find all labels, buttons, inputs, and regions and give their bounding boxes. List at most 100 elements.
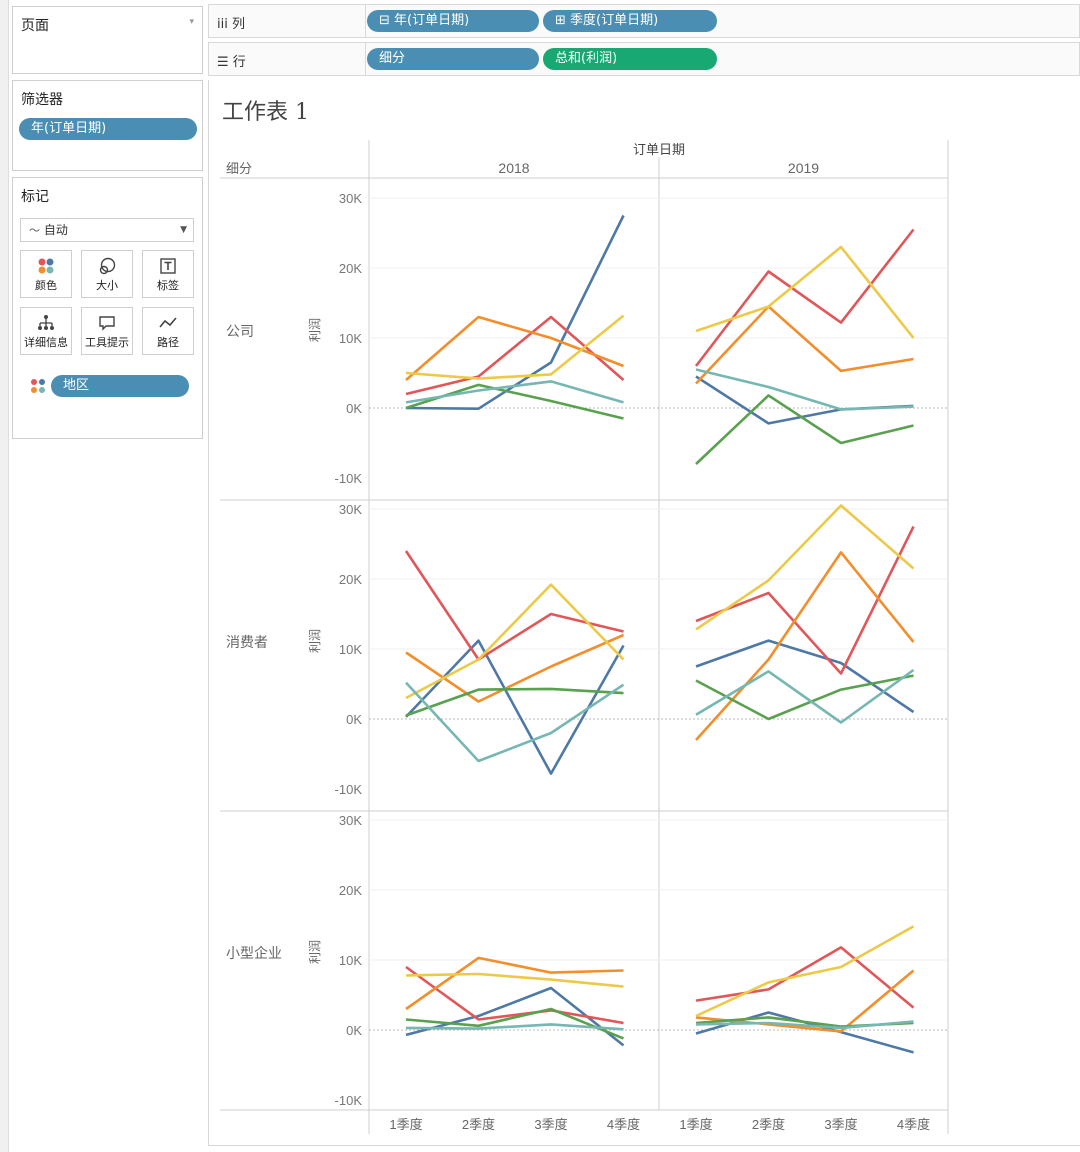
series-line-公司-2019-0 xyxy=(695,375,914,425)
filters-card-title: 筛选器 xyxy=(21,92,63,108)
marks-color-button[interactable]: 颜色 xyxy=(20,250,72,298)
marks-label-button[interactable]: 标签 xyxy=(142,250,194,298)
rows-shelf-label: 行 xyxy=(232,55,246,70)
y-tick-label: 20K xyxy=(339,261,362,276)
segment-label-小型企业: 小型企业 xyxy=(226,945,282,961)
y-axis-title: 利润 xyxy=(308,940,322,964)
y-tick-label: 10K xyxy=(339,331,362,346)
y-tick-label: 10K xyxy=(339,953,362,968)
series-line-公司-2018-1 xyxy=(405,315,625,396)
x-tick-label: 2季度 xyxy=(752,1117,785,1132)
column-header-order-date: 订单日期 xyxy=(633,142,685,157)
x-tick-label: 3季度 xyxy=(534,1117,567,1132)
year-header-2019: 2019 xyxy=(788,160,819,176)
series-line-小型企业-2018-5 xyxy=(405,1023,624,1031)
series-line-公司-2018-2 xyxy=(405,315,624,381)
marks-color-label: 颜色 xyxy=(35,279,57,292)
series-line-消费者-2018-5 xyxy=(405,681,625,763)
series-line-消费者-2019-2 xyxy=(695,551,915,741)
series-line-公司-2018-3 xyxy=(405,314,625,380)
marks-tooltip-label: 工具提示 xyxy=(85,336,129,349)
series-line-消费者-2018-3 xyxy=(405,583,625,700)
series-line-公司-2018-4 xyxy=(405,383,624,420)
x-tick-label: 1季度 xyxy=(679,1117,712,1132)
series-line-消费者-2018-2 xyxy=(405,633,625,703)
row-header-segment: 细分 xyxy=(226,161,252,176)
x-tick-label: 4季度 xyxy=(607,1117,640,1132)
label-icon xyxy=(143,256,193,278)
y-tick-label: 10K xyxy=(339,642,362,657)
chevron-down-icon: ▼ xyxy=(180,225,187,235)
filters-card: 筛选器 年(订单日期) xyxy=(12,80,203,171)
series-line-小型企业-2019-3 xyxy=(695,925,915,1018)
columns-icon: iii xyxy=(217,17,228,32)
series-line-小型企业-2018-3 xyxy=(405,972,624,988)
pages-card-title: 页面 xyxy=(21,18,49,34)
chevron-down-icon[interactable]: ▾ xyxy=(189,17,194,27)
columns-shelf-header: iii 列 xyxy=(217,13,245,32)
marks-path-label: 路径 xyxy=(157,336,179,349)
series-line-消费者-2019-0 xyxy=(695,639,915,714)
x-tick-label: 2季度 xyxy=(462,1117,495,1132)
x-tick-label: 1季度 xyxy=(389,1117,422,1132)
tooltip-icon xyxy=(82,313,132,335)
row-pill-segment[interactable]: 细分 xyxy=(367,48,539,70)
marks-detail-button[interactable]: 详细信息 xyxy=(20,307,72,355)
size-icon xyxy=(82,256,132,278)
color-field-pill-region[interactable]: 地区 xyxy=(51,375,189,397)
x-tick-label: 3季度 xyxy=(824,1117,857,1132)
series-line-消费者-2018-1 xyxy=(404,550,624,661)
line-mark-icon: 〜 xyxy=(29,224,40,237)
rows-icon: ☰ xyxy=(217,55,229,70)
series-line-小型企业-2018-1 xyxy=(405,965,624,1025)
marks-label-label: 标签 xyxy=(157,279,179,292)
pages-card: 页面 ▾ xyxy=(12,6,203,74)
left-edge-strip xyxy=(0,0,9,1152)
series-line-小型企业-2019-1 xyxy=(695,946,915,1009)
y-tick-label: -10K xyxy=(335,1093,363,1108)
worksheet-area xyxy=(208,80,1080,1146)
marks-card-title: 标记 xyxy=(21,189,49,205)
marks-tooltip-button[interactable]: 工具提示 xyxy=(81,307,133,355)
column-pill-quarter[interactable]: ⊞ 季度(订单日期) xyxy=(543,10,717,32)
marks-size-label: 大小 xyxy=(96,279,118,292)
marks-path-button[interactable]: 路径 xyxy=(142,307,194,355)
series-line-公司-2018-0 xyxy=(405,214,625,410)
y-tick-label: -10K xyxy=(335,782,363,797)
y-axis-title: 利润 xyxy=(308,629,322,653)
series-line-公司-2018-5 xyxy=(405,380,624,404)
mark-type-dropdown[interactable]: 〜 自动 ▼ xyxy=(20,218,194,242)
row-pill-sum-profit[interactable]: 总和(利润) xyxy=(543,48,717,70)
y-tick-label: 0K xyxy=(346,712,362,727)
segment-label-公司: 公司 xyxy=(226,323,254,339)
path-icon xyxy=(143,313,193,335)
filter-pill-order-year[interactable]: 年(订单日期) xyxy=(19,118,197,140)
series-line-公司-2019-5 xyxy=(695,368,914,411)
color-legend-icon xyxy=(30,378,46,398)
year-header-2018: 2018 xyxy=(498,160,529,176)
marks-size-button[interactable]: 大小 xyxy=(81,250,133,298)
x-tick-label: 4季度 xyxy=(897,1117,930,1132)
mark-type-value: 自动 xyxy=(43,223,68,237)
y-tick-label: 0K xyxy=(346,401,362,416)
detail-icon xyxy=(21,313,71,335)
series-line-小型企业-2018-2 xyxy=(405,956,624,1011)
shelf-divider xyxy=(365,43,366,75)
y-tick-label: 30K xyxy=(339,502,362,517)
series-line-消费者-2019-1 xyxy=(695,525,915,675)
series-line-公司-2019-3 xyxy=(695,245,915,339)
y-tick-label: 20K xyxy=(339,572,362,587)
y-tick-label: -10K xyxy=(335,471,363,486)
y-tick-label: 30K xyxy=(339,191,362,206)
series-line-消费者-2019-5 xyxy=(695,668,915,724)
segment-label-消费者: 消费者 xyxy=(226,634,268,650)
columns-shelf-label: 列 xyxy=(231,17,245,32)
series-line-消费者-2018-4 xyxy=(405,687,624,717)
shelf-divider xyxy=(365,5,366,37)
series-line-公司-2019-4 xyxy=(695,394,914,465)
y-axis-title: 利润 xyxy=(308,318,322,342)
series-line-小型企业-2019-0 xyxy=(695,1011,914,1054)
column-pill-year[interactable]: ⊟ 年(订单日期) xyxy=(367,10,539,32)
series-line-消费者-2019-4 xyxy=(695,674,914,721)
